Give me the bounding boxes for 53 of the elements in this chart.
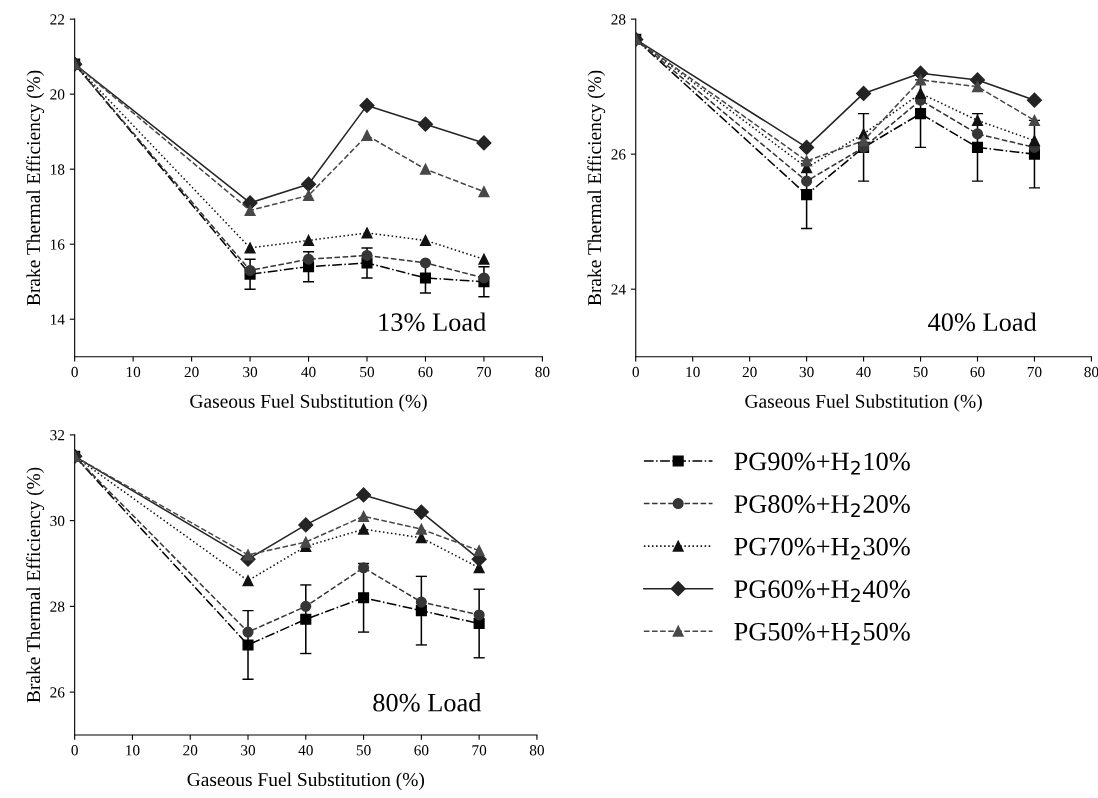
x-tick-label: 80 — [1084, 366, 1098, 378]
y-axis-title: Brake Thermal Efficiency (%) — [26, 70, 45, 306]
x-axis-title: Gaseous Fuel Substitution (%) — [187, 772, 425, 791]
x-tick-label: 0 — [632, 366, 639, 378]
y-tick-label: 22 — [50, 14, 65, 25]
x-tick-label: 50 — [360, 366, 375, 378]
y-tick-label: 14 — [51, 314, 65, 325]
annotation: 80% Load — [373, 693, 482, 712]
x-tick-label: 0 — [71, 366, 78, 378]
x-tick-label: 40 — [301, 366, 316, 378]
y-tick-label: 26 — [50, 687, 65, 698]
x-tick-label: 60 — [418, 366, 433, 378]
x-tick-label: 60 — [970, 366, 985, 378]
legend-label: PG70%+H$_{2}$30% — [734, 537, 910, 560]
x-tick-label: 50 — [913, 366, 928, 378]
x-tick-label: 40 — [856, 366, 871, 378]
x-tick-label: 10 — [126, 745, 140, 756]
y-tick-label: 24 — [611, 284, 626, 295]
y-tick-label: 28 — [50, 601, 65, 612]
x-axis-title: Gaseous Fuel Substitution (%) — [190, 394, 427, 412]
x-tick-label: 30 — [799, 366, 814, 378]
y-tick-label: 16 — [51, 239, 65, 250]
x-tick-label: 60 — [414, 745, 429, 756]
annotation: 40% Load — [928, 312, 1037, 332]
legend-label: PG90%+H$_{2}$10% — [734, 452, 910, 475]
y-axis-title: Brake Thermal Efficiency (%) — [587, 70, 606, 306]
annotation: 13% Load — [379, 312, 486, 332]
x-tick-label: 10 — [686, 366, 700, 378]
x-tick-label: 70 — [1027, 366, 1042, 378]
legend-label: PG50%+H$_{2}$50% — [734, 622, 910, 645]
x-tick-label: 70 — [477, 366, 491, 378]
x-tick-label: 20 — [184, 366, 199, 378]
y-tick-label: 30 — [50, 515, 65, 527]
x-tick-label: 80 — [529, 745, 544, 756]
x-tick-label: 30 — [243, 366, 258, 378]
y-tick-label: 28 — [611, 14, 626, 25]
x-tick-label: 10 — [126, 366, 141, 378]
y-tick-label: 20 — [50, 89, 65, 100]
x-tick-label: 30 — [241, 745, 256, 756]
x-axis-title: Gaseous Fuel Substitution (%) — [745, 394, 982, 412]
x-tick-label: 40 — [298, 745, 313, 756]
x-tick-label: 20 — [742, 366, 757, 378]
y-axis-title: Brake Thermal Efficiency (%) — [26, 467, 45, 703]
y-tick-label: 32 — [50, 430, 65, 441]
x-tick-label: 20 — [183, 745, 198, 756]
x-tick-label: 70 — [472, 745, 487, 756]
x-tick-label: 50 — [356, 745, 371, 756]
x-tick-label: 80 — [535, 366, 550, 378]
legend-label: PG80%+H$_{2}$20% — [734, 495, 910, 517]
x-tick-label: 0 — [71, 745, 78, 756]
y-tick-label: 26 — [611, 149, 626, 160]
y-tick-label: 18 — [51, 164, 65, 175]
legend-label: PG60%+H$_{2}$40% — [734, 580, 910, 603]
